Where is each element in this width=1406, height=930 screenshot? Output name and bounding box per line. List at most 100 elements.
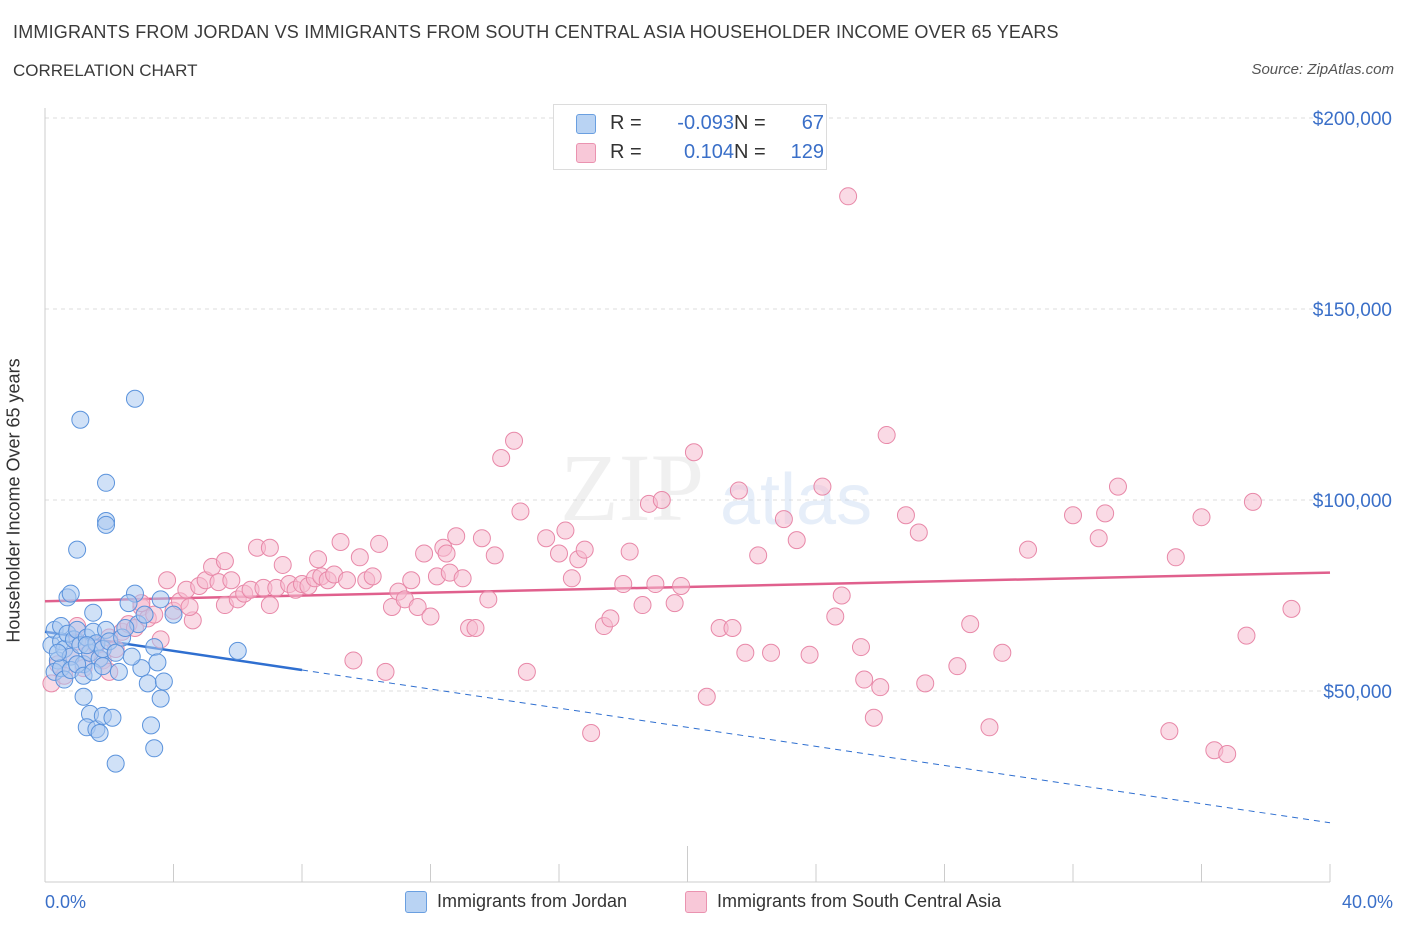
data-point-sca (260, 596, 279, 615)
data-point-jordan (84, 603, 103, 622)
data-point-jordan (151, 689, 170, 708)
data-point-jordan (97, 473, 116, 492)
data-point-jordan (145, 638, 164, 657)
data-point-sca (697, 687, 716, 706)
data-point-sca (855, 670, 874, 689)
data-point-sca (421, 607, 440, 626)
bottom-legend-swatch-sca (685, 891, 707, 913)
data-point-jordan (109, 662, 128, 681)
data-point-jordan (132, 659, 151, 678)
data-point-sca (1019, 540, 1038, 559)
data-point-sca (517, 662, 536, 681)
data-point-sca (851, 638, 870, 657)
legend-swatch-sca (576, 143, 596, 163)
chart-subtitle: CORRELATION CHART (13, 61, 198, 80)
data-point-sca (485, 546, 504, 565)
x-tick-label-min: 0.0% (45, 892, 86, 912)
data-point-sca (537, 529, 556, 548)
data-point-sca (363, 567, 382, 586)
data-point-sca (993, 643, 1012, 662)
data-point-sca (916, 674, 935, 693)
data-point-sca (1089, 529, 1108, 548)
bottom-legend-label-jordan: Immigrants from Jordan (437, 891, 628, 911)
data-point-jordan (77, 636, 96, 655)
data-point-sca (1237, 626, 1256, 645)
y-tick-label: $150,000 (1313, 300, 1392, 321)
legend-n-value: 67 (801, 112, 824, 134)
data-point-sca (774, 510, 793, 529)
data-point-sca (562, 569, 581, 588)
series-jordan (42, 389, 247, 773)
data-point-jordan (148, 653, 167, 672)
data-point-sca (633, 596, 652, 615)
data-point-sca (344, 651, 363, 670)
data-point-jordan (135, 605, 154, 624)
y-axis-label: Householder Income Over 65 years (3, 358, 24, 643)
data-point-sca (309, 550, 328, 569)
trend-lines (44, 571, 1331, 824)
x-tick-label-max: 40.0% (1342, 892, 1393, 912)
legend-swatch-jordan (576, 114, 596, 134)
legend-r-value: -0.093 (677, 112, 734, 134)
chart-title: IMMIGRANTS FROM JORDAN VS IMMIGRANTS FRO… (13, 22, 1059, 42)
watermark-atlas: atlas (720, 460, 872, 540)
legend-r-value: 0.104 (683, 141, 734, 163)
data-point-sca (762, 643, 781, 662)
data-point-jordan (116, 618, 135, 637)
legend-n-value: 129 (790, 141, 824, 163)
data-point-sca (652, 491, 671, 509)
data-point-sca (453, 569, 472, 588)
y-tick-label: $200,000 (1313, 109, 1392, 130)
data-point-sca (215, 552, 234, 571)
data-point-jordan (142, 716, 161, 735)
data-point-sca (260, 538, 279, 557)
data-point-sca (909, 523, 928, 542)
data-point-sca (415, 544, 434, 563)
data-point-sca (1108, 477, 1127, 496)
watermark-zip: ZIP (560, 434, 704, 541)
data-point-jordan (154, 672, 173, 691)
bottom-legend-label-sca: Immigrants from South Central Asia (717, 891, 1002, 911)
data-point-jordan (74, 687, 93, 706)
data-point-sca (273, 555, 292, 574)
data-point-jordan (48, 643, 67, 662)
data-point-sca (871, 678, 890, 697)
y-tick-label: $100,000 (1313, 491, 1392, 512)
axes (44, 108, 1331, 883)
data-point-jordan (164, 605, 183, 624)
data-point-jordan (119, 594, 138, 613)
data-point-sca (447, 527, 466, 546)
legend-n-label: N = (734, 141, 766, 163)
data-point-sca (1064, 506, 1082, 525)
data-point-sca (402, 571, 421, 590)
data-point-jordan (90, 724, 109, 743)
trend-line-jordan-extension (301, 669, 1331, 824)
data-point-sca (646, 575, 665, 594)
data-point-jordan (71, 410, 90, 429)
data-point-jordan (228, 641, 247, 660)
data-point-sca (614, 575, 633, 594)
data-point-sca (158, 571, 177, 590)
bottom-legend-swatch-jordan (405, 891, 427, 913)
data-point-sca (556, 521, 575, 540)
data-point-sca (1282, 599, 1301, 618)
data-point-jordan (151, 590, 170, 609)
data-point-sca (800, 645, 819, 664)
data-point-sca (575, 540, 594, 559)
data-point-sca (505, 431, 524, 450)
data-point-sca (466, 618, 485, 637)
data-point-sca (684, 443, 703, 462)
data-point-sca (550, 544, 568, 563)
data-point-sca (877, 426, 896, 445)
data-point-sca (511, 502, 530, 521)
data-point-jordan (138, 674, 157, 693)
data-point-sca (961, 615, 980, 634)
data-point-sca (331, 533, 350, 552)
data-point-sca (729, 481, 748, 500)
data-point-jordan (125, 389, 144, 408)
data-point-sca (582, 724, 601, 743)
data-point-sca (832, 586, 851, 605)
data-point-sca (980, 718, 999, 737)
data-point-sca (723, 618, 742, 637)
